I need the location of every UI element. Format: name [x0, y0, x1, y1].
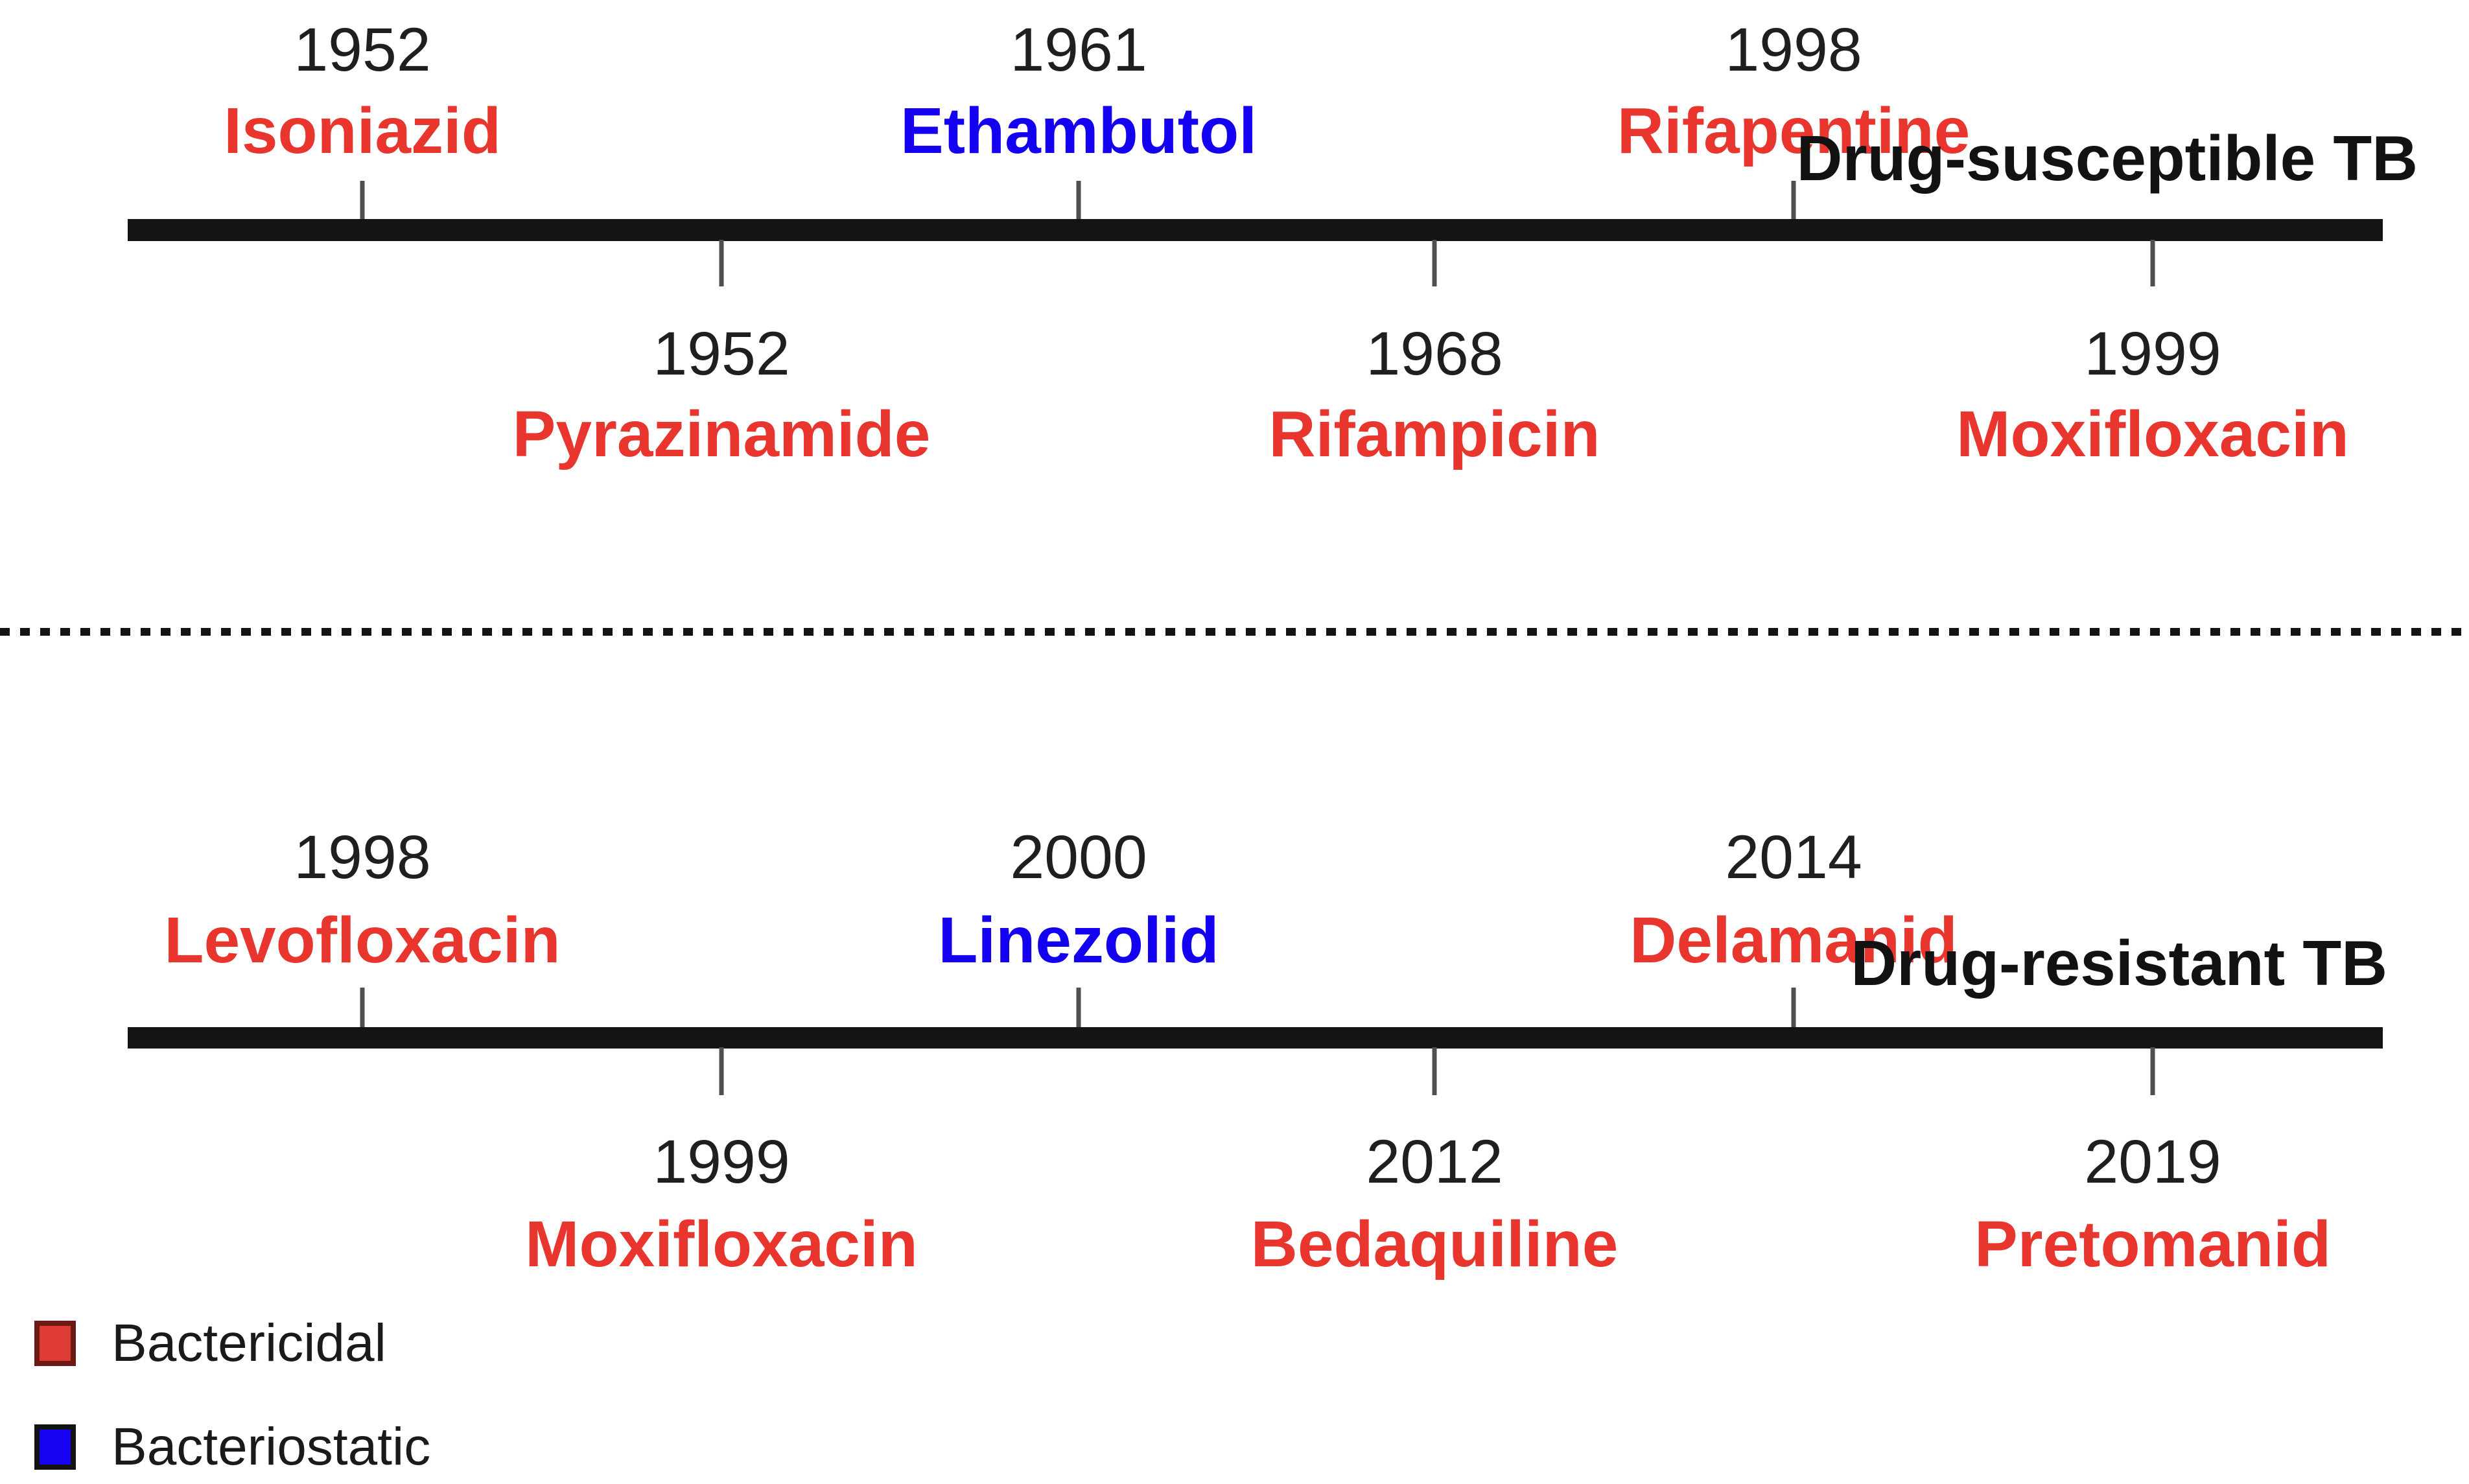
timeline-bar-drug-susceptible [128, 219, 2383, 241]
event-year: 2014 [1725, 823, 1862, 892]
event-year: 1999 [653, 1128, 790, 1196]
event-drug-name: Bedaquiline [1250, 1208, 1619, 1281]
event-drug-name: Moxifloxacin [1956, 398, 2349, 470]
event-year: 1952 [653, 319, 790, 388]
event-year: 2012 [1366, 1128, 1503, 1196]
tick [719, 240, 724, 286]
tick [360, 988, 365, 1030]
divider-dashed-line [0, 628, 2469, 636]
event-drug-name: Linezolid [938, 904, 1219, 977]
event-drug-name: Levofloxacin [164, 904, 561, 977]
timeline-title-drug-resistant: Drug-resistant TB [1851, 927, 2387, 999]
legend-swatch-bactericidal-icon [34, 1321, 76, 1366]
tick [360, 181, 365, 222]
event-drug-name: Ethambutol [900, 95, 1257, 167]
legend-label: Bacteriostatic [111, 1417, 431, 1476]
event-year: 1961 [1010, 16, 1147, 84]
legend-label: Bactericidal [111, 1314, 386, 1373]
tick [719, 1047, 724, 1095]
legend-swatch-bacteriostatic-icon [34, 1424, 76, 1470]
tick [2150, 1047, 2155, 1095]
tick [1432, 240, 1437, 286]
legend-item-bacteriostatic: Bacteriostatic [34, 1417, 430, 1478]
tick [1076, 988, 1081, 1030]
tick [1791, 181, 1796, 222]
tick [1432, 1047, 1437, 1095]
event-drug-name: Pretomanid [1974, 1208, 2332, 1281]
event-year: 1968 [1366, 319, 1503, 388]
tick [1076, 181, 1081, 222]
event-drug-name: Delamanid [1630, 904, 1958, 977]
tick [1791, 988, 1796, 1030]
event-year: 2000 [1010, 823, 1147, 892]
legend-item-bactericidal: Bactericidal [34, 1313, 386, 1374]
event-year: 1999 [2084, 319, 2221, 388]
event-drug-name: Pyrazinamide [512, 398, 931, 470]
timeline-title-drug-susceptible: Drug-susceptible TB [1796, 122, 2418, 194]
event-drug-name: Moxifloxacin [525, 1208, 918, 1281]
event-year: 1952 [294, 16, 431, 84]
event-year: 1998 [1725, 16, 1862, 84]
tick [2150, 240, 2155, 286]
event-drug-name: Rifampicin [1269, 398, 1600, 470]
timeline-bar-drug-resistant [128, 1027, 2383, 1049]
event-drug-name: Isoniazid [224, 95, 501, 167]
event-year: 2019 [2084, 1128, 2221, 1196]
event-year: 1998 [294, 823, 431, 892]
event-drug-name: Rifapentine [1617, 95, 1971, 167]
